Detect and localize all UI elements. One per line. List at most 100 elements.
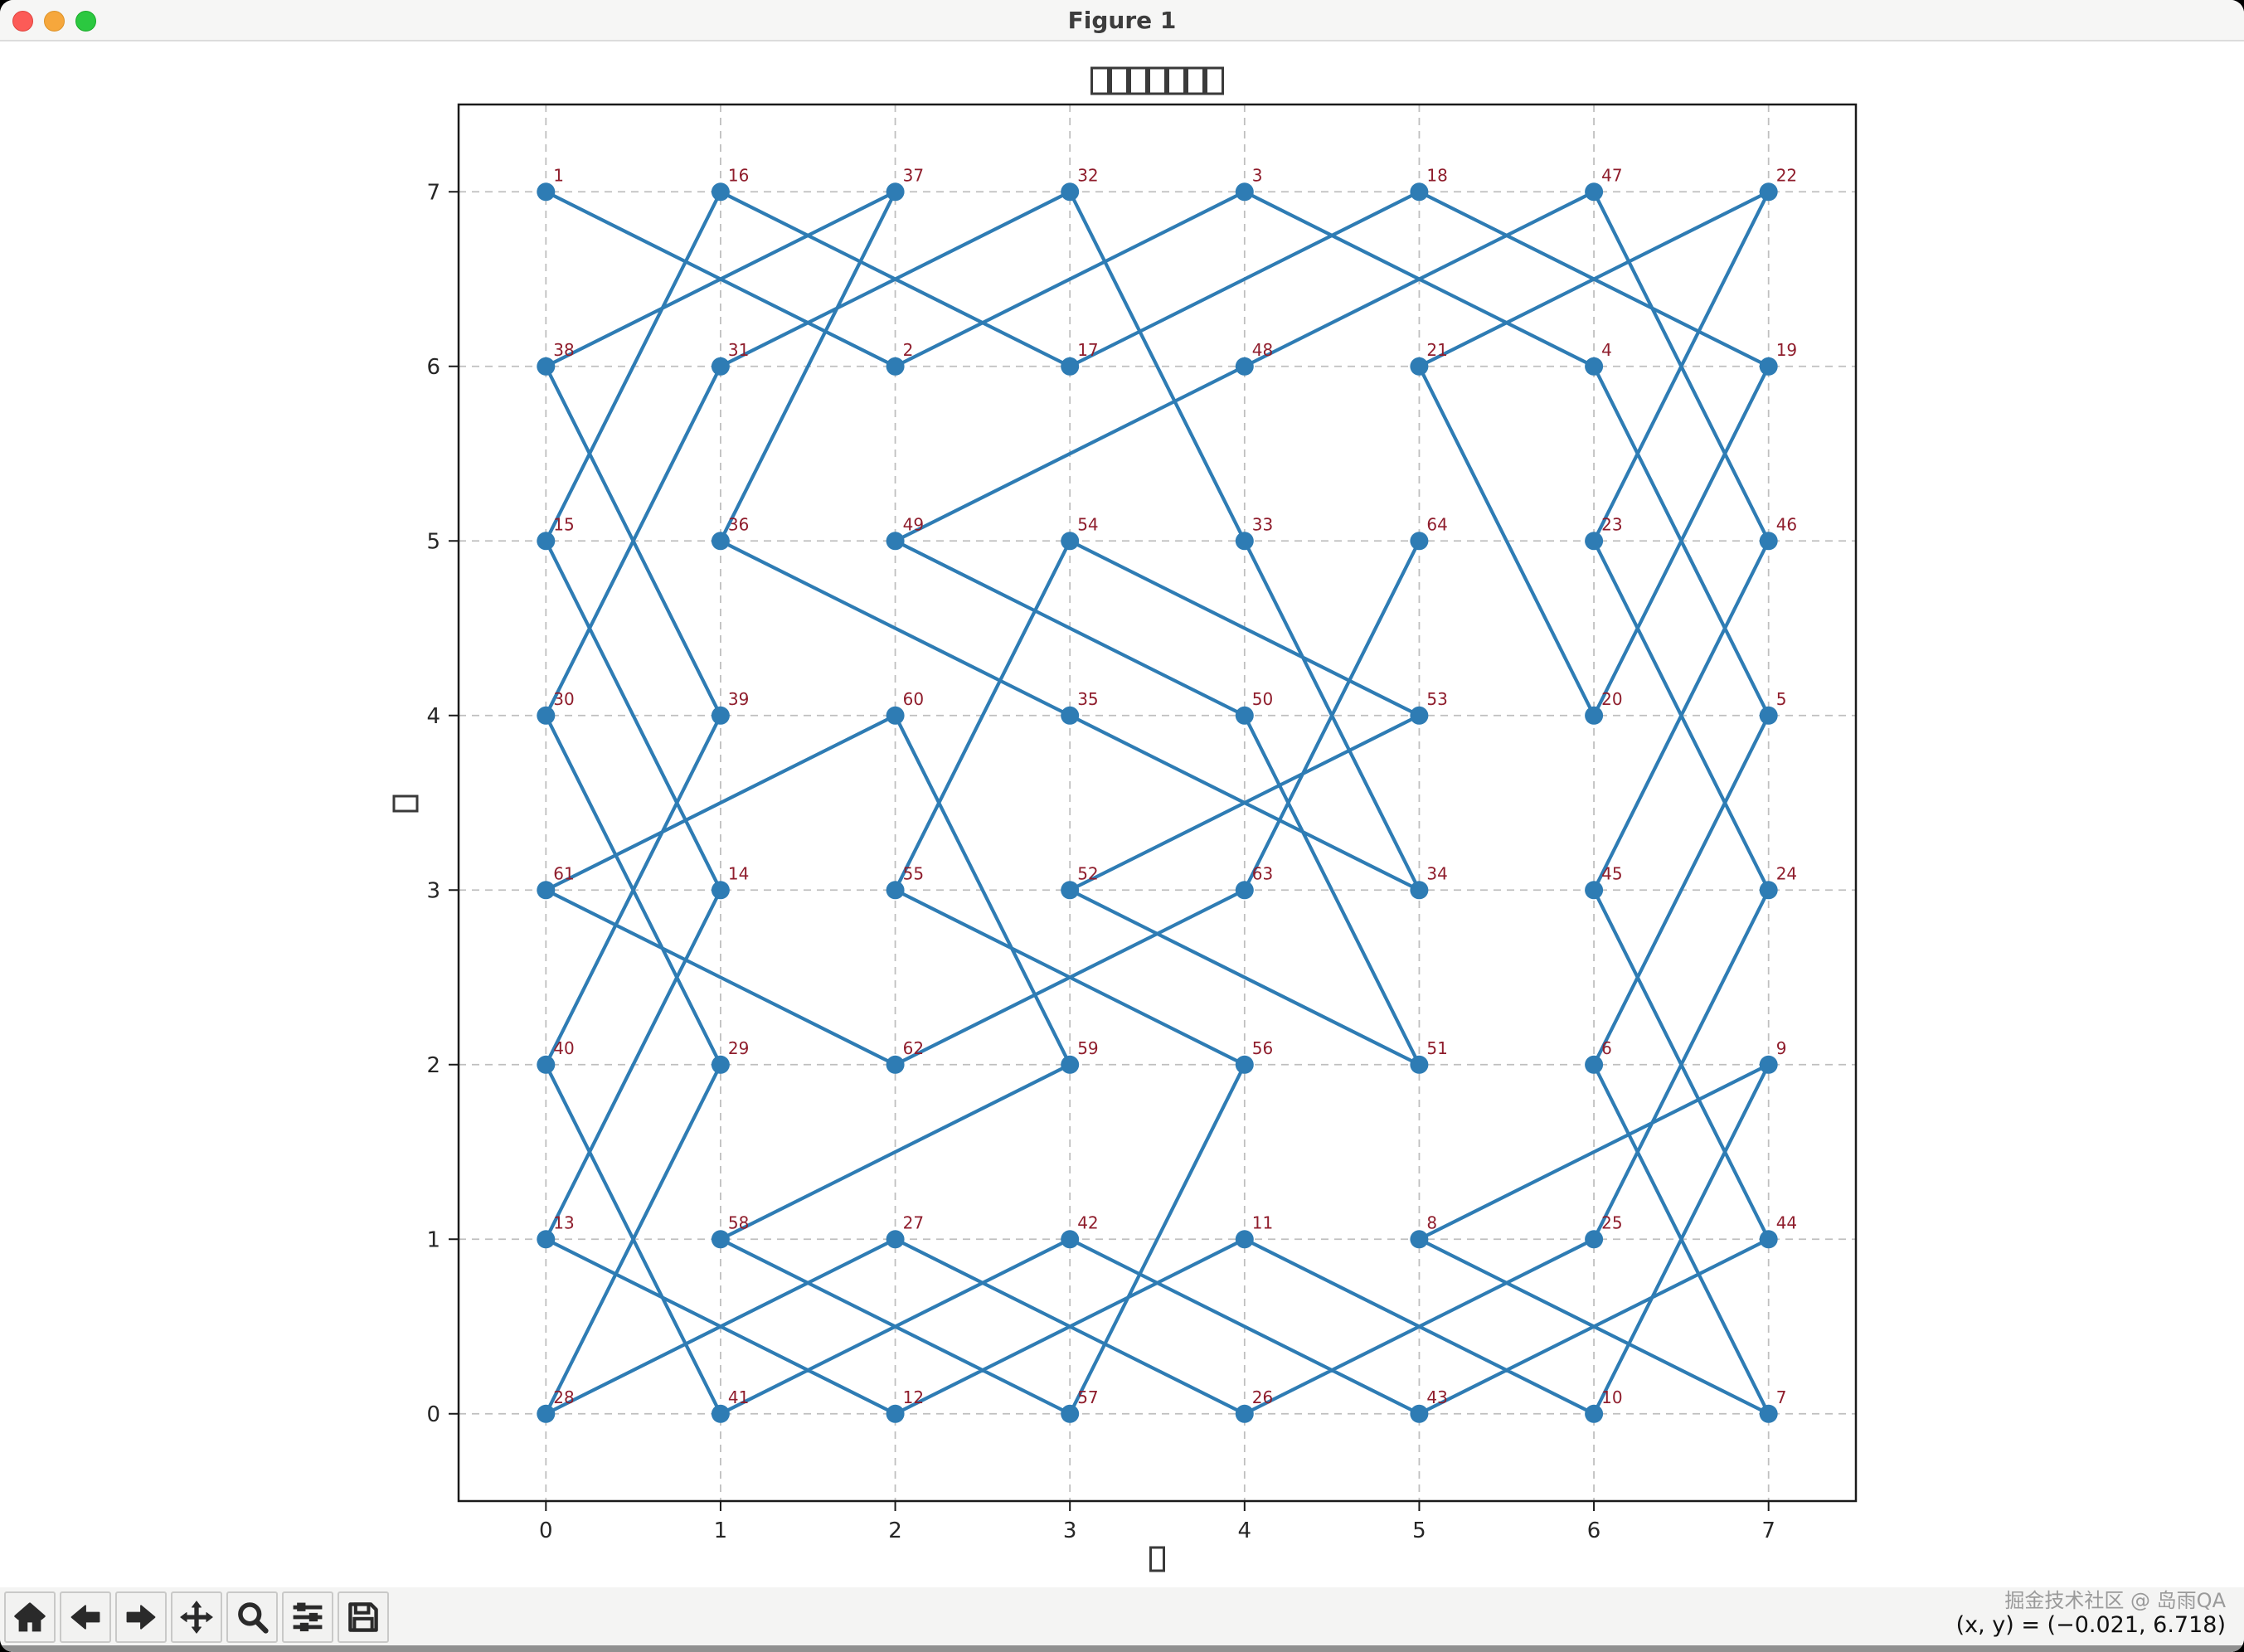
- window-titlebar[interactable]: Figure 1: [0, 0, 2244, 41]
- svg-text:37: 37: [903, 165, 924, 185]
- cursor-position-readout: (x, y) = (−0.021, 6.718): [1955, 1612, 2226, 1639]
- svg-text:10: 10: [1601, 1387, 1622, 1407]
- pan-move-icon: [180, 1601, 213, 1634]
- svg-text:60: 60: [903, 689, 924, 709]
- svg-text:14: 14: [728, 863, 749, 883]
- svg-text:18: 18: [1426, 165, 1447, 185]
- back-button[interactable]: [60, 1591, 111, 1643]
- svg-text:6: 6: [426, 355, 440, 380]
- svg-text:54: 54: [1077, 514, 1098, 534]
- plot-title-tofu: [1090, 66, 1224, 95]
- svg-text:5: 5: [426, 529, 440, 554]
- pan-button[interactable]: [171, 1591, 222, 1643]
- forward-button[interactable]: [115, 1591, 167, 1643]
- svg-text:30: 30: [553, 689, 574, 709]
- svg-text:3: 3: [1252, 165, 1263, 185]
- svg-text:5: 5: [1412, 1518, 1426, 1543]
- svg-text:27: 27: [903, 1212, 924, 1232]
- svg-text:1: 1: [714, 1518, 728, 1543]
- svg-text:8: 8: [1426, 1212, 1437, 1232]
- svg-text:33: 33: [1252, 514, 1273, 534]
- svg-text:44: 44: [1776, 1212, 1797, 1232]
- svg-text:50: 50: [1252, 689, 1273, 709]
- svg-text:6: 6: [1601, 1038, 1612, 1058]
- svg-text:34: 34: [1426, 863, 1447, 883]
- close-window-button[interactable]: [12, 11, 33, 32]
- statusbar: 掘金技术社区 @ 岛雨QA (x, y) = (−0.021, 6.718): [1956, 1589, 2226, 1639]
- svg-text:53: 53: [1426, 689, 1447, 709]
- svg-text:64: 64: [1426, 514, 1447, 534]
- svg-text:58: 58: [728, 1212, 749, 1232]
- svg-text:21: 21: [1426, 340, 1447, 360]
- svg-text:1: 1: [426, 1227, 440, 1252]
- svg-text:52: 52: [1077, 863, 1098, 883]
- svg-text:57: 57: [1077, 1387, 1098, 1407]
- move-number-labels: 1234567891011121314151617181920212223242…: [553, 165, 1797, 1407]
- svg-text:48: 48: [1252, 340, 1273, 360]
- svg-text:26: 26: [1252, 1387, 1273, 1407]
- svg-text:29: 29: [728, 1038, 749, 1058]
- svg-text:25: 25: [1601, 1212, 1622, 1232]
- svg-text:11: 11: [1252, 1212, 1273, 1232]
- svg-text:17: 17: [1077, 340, 1098, 360]
- svg-text:61: 61: [553, 863, 574, 883]
- svg-text:31: 31: [728, 340, 749, 360]
- floppy-save-icon: [348, 1602, 378, 1632]
- svg-text:20: 20: [1601, 689, 1622, 709]
- svg-text:39: 39: [728, 689, 749, 709]
- svg-text:15: 15: [553, 514, 574, 534]
- tour-path: [544, 190, 1770, 1416]
- save-button[interactable]: [338, 1591, 389, 1643]
- svg-text:63: 63: [1252, 863, 1273, 883]
- svg-text:0: 0: [426, 1402, 440, 1427]
- window-title: Figure 1: [1067, 7, 1177, 34]
- svg-text:46: 46: [1776, 514, 1797, 534]
- home-icon: [14, 1602, 46, 1632]
- svg-text:36: 36: [728, 514, 749, 534]
- zoom-button[interactable]: [226, 1591, 278, 1643]
- svg-text:24: 24: [1776, 863, 1797, 883]
- svg-text:0: 0: [539, 1518, 553, 1543]
- yaxis-label-tofu: [392, 794, 419, 813]
- svg-text:41: 41: [728, 1387, 749, 1407]
- svg-text:32: 32: [1077, 165, 1098, 185]
- minimize-window-button[interactable]: [44, 11, 65, 32]
- svg-text:51: 51: [1426, 1038, 1447, 1058]
- svg-text:43: 43: [1426, 1387, 1447, 1407]
- svg-text:4: 4: [426, 704, 440, 729]
- svg-text:3: 3: [426, 878, 440, 903]
- zoom-window-button[interactable]: [75, 11, 96, 32]
- svg-text:19: 19: [1776, 340, 1797, 360]
- svg-text:7: 7: [426, 180, 440, 205]
- home-button[interactable]: [4, 1591, 56, 1643]
- configure-subplots-button[interactable]: [282, 1591, 333, 1643]
- svg-text:9: 9: [1776, 1038, 1787, 1058]
- svg-text:6: 6: [1587, 1518, 1601, 1543]
- svg-text:5: 5: [1776, 689, 1787, 709]
- svg-text:4: 4: [1601, 340, 1612, 360]
- svg-text:4: 4: [1238, 1518, 1252, 1543]
- svg-text:7: 7: [1761, 1518, 1775, 1543]
- xaxis-label-tofu: [1149, 1546, 1165, 1572]
- svg-text:47: 47: [1601, 165, 1622, 185]
- svg-text:38: 38: [553, 340, 574, 360]
- svg-text:7: 7: [1776, 1387, 1787, 1407]
- svg-text:45: 45: [1601, 863, 1622, 883]
- magnifier-icon: [238, 1602, 269, 1634]
- sliders-icon: [293, 1602, 323, 1632]
- svg-text:56: 56: [1252, 1038, 1273, 1058]
- svg-text:2: 2: [903, 340, 914, 360]
- svg-text:23: 23: [1601, 514, 1622, 534]
- svg-text:28: 28: [553, 1387, 574, 1407]
- back-arrow-icon: [70, 1605, 100, 1630]
- svg-text:35: 35: [1077, 689, 1098, 709]
- svg-text:13: 13: [553, 1212, 574, 1232]
- svg-text:42: 42: [1077, 1212, 1098, 1232]
- tick-marks: [449, 191, 1770, 1511]
- svg-text:49: 49: [903, 514, 924, 534]
- gridlines: [459, 104, 1856, 1501]
- watermark-text: 掘金技术社区 @ 岛雨QA: [2004, 1589, 2226, 1612]
